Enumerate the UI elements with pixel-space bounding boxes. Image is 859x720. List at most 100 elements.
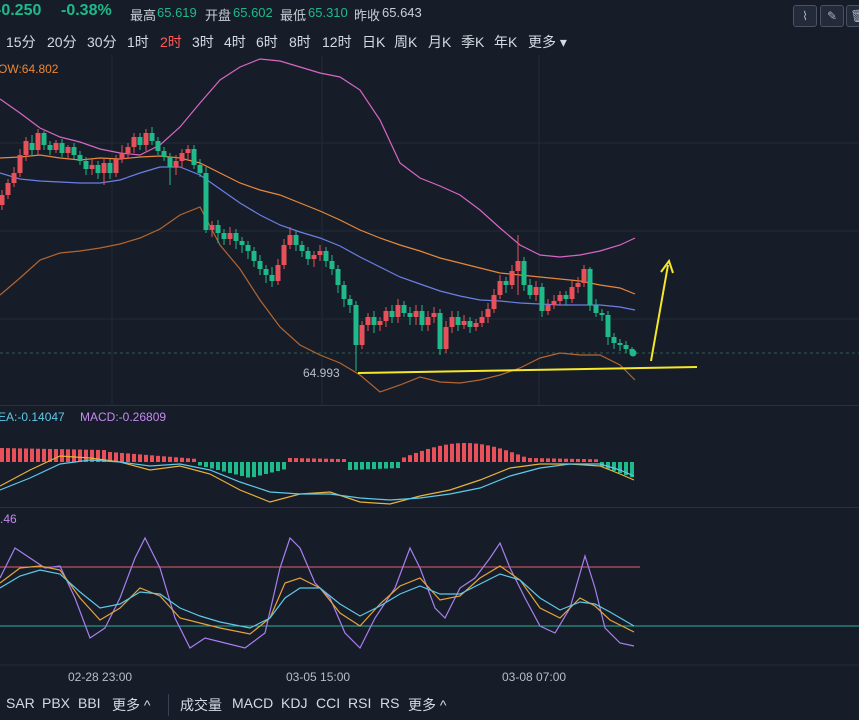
macd-histogram-bar xyxy=(378,462,382,469)
bottom-tab[interactable]: MACD xyxy=(232,695,274,711)
period-selector: 15分 20分 30分 1时 2时 3时 4时 6时 8时 12时 日K 周K 月K 季K 年K 更多 ▾ xyxy=(0,28,859,52)
candle-body xyxy=(533,287,539,295)
bottom-tab[interactable]: SAR xyxy=(6,695,35,711)
macd-histogram-bar xyxy=(276,462,280,471)
candle-body xyxy=(161,151,167,157)
period-tab[interactable]: 3时 xyxy=(192,34,214,50)
bottom-tab[interactable]: BBI xyxy=(78,695,101,711)
arrow-head-icon xyxy=(660,258,674,274)
candle-body xyxy=(47,145,53,150)
candle-body xyxy=(503,281,509,285)
candle-body xyxy=(335,269,341,285)
period-tab[interactable]: 20分 xyxy=(47,34,77,50)
pencil-icon[interactable]: ✎ xyxy=(820,5,844,27)
prev-close-value: 65.643 xyxy=(382,5,422,20)
macd-histogram-bar xyxy=(510,452,514,462)
candle-body xyxy=(617,343,623,345)
macd-histogram-bar xyxy=(402,457,406,462)
period-tab[interactable]: 8时 xyxy=(289,34,311,50)
period-tab[interactable]: 4时 xyxy=(224,34,246,50)
candle-body xyxy=(281,245,287,265)
macd-histogram-bar xyxy=(318,458,322,462)
candle-body xyxy=(359,325,365,345)
macd-histogram-bar xyxy=(336,458,340,462)
candle-body xyxy=(425,317,431,325)
macd-histogram-bar xyxy=(576,458,580,462)
candle-body xyxy=(623,345,629,349)
bottom-tab[interactable]: 成交量 xyxy=(180,697,222,713)
prev-close-label: 昨收 xyxy=(354,8,381,23)
boll-lower-label: OW:64.802 xyxy=(0,62,59,76)
candle-body xyxy=(371,317,377,325)
candle-body xyxy=(125,147,131,153)
line-draw-icon[interactable]: ⌇ xyxy=(793,5,817,27)
candle-body xyxy=(389,311,395,317)
candle-body xyxy=(17,155,23,173)
macd-histogram-bar xyxy=(24,448,28,462)
candle-body xyxy=(59,143,65,153)
period-tab[interactable]: 日K xyxy=(362,34,386,50)
period-tab[interactable]: 年K xyxy=(494,34,518,50)
period-tab[interactable]: 周K xyxy=(394,34,418,50)
macd-histogram-bar xyxy=(504,450,508,462)
macd-dif-line xyxy=(0,455,635,505)
macd-histogram-bar xyxy=(114,452,118,462)
kdj-d-line xyxy=(0,569,635,629)
macd-histogram-bar xyxy=(342,459,346,462)
pane-divider xyxy=(0,507,859,508)
macd-histogram-bar xyxy=(540,458,544,462)
candle-body xyxy=(515,261,521,271)
period-tab[interactable]: 1时 xyxy=(127,34,149,50)
macd-histogram-bar xyxy=(450,443,454,462)
period-tab[interactable]: 30分 xyxy=(87,34,117,50)
macd-histogram-bar xyxy=(630,462,634,478)
period-tab[interactable]: 季K xyxy=(461,34,485,50)
macd-histogram-bar xyxy=(288,458,292,462)
period-tab[interactable]: 15分 xyxy=(6,34,36,50)
period-tab[interactable]: 月K xyxy=(428,34,452,50)
macd-histogram-bar xyxy=(216,462,220,470)
bottom-tab[interactable]: PBX xyxy=(42,695,71,711)
macd-histogram-bar xyxy=(102,450,106,462)
ma-orange-line xyxy=(0,154,636,295)
last-price-dot xyxy=(629,349,637,357)
macd-histogram-bar xyxy=(174,457,178,462)
candle-body xyxy=(383,311,389,321)
macd-histogram-bar xyxy=(480,444,484,462)
period-tab[interactable]: 6时 xyxy=(256,34,278,50)
bottom-tab[interactable]: 更多 ^ xyxy=(408,697,447,713)
kdj-chart[interactable] xyxy=(0,508,859,668)
period-tab[interactable]: 12时 xyxy=(322,34,352,50)
candle-body xyxy=(35,133,41,150)
candlestick-chart[interactable] xyxy=(0,55,859,405)
macd-histogram-bar xyxy=(240,462,244,476)
macd-histogram-bar xyxy=(438,445,442,462)
macd-histogram-bar xyxy=(270,462,274,473)
bottom-tab[interactable]: RS xyxy=(380,695,400,711)
period-tab[interactable]: 2时 xyxy=(160,34,182,50)
macd-histogram-bar xyxy=(384,462,388,469)
macd-histogram-bar xyxy=(168,456,172,462)
bottom-tab[interactable]: RSI xyxy=(348,695,372,711)
candle-body xyxy=(443,327,449,349)
period-tab[interactable]: 更多 ▾ xyxy=(528,34,567,50)
delete-icon[interactable]: 🗑 xyxy=(846,5,859,27)
macd-histogram-bar xyxy=(390,462,394,469)
bottom-tab[interactable]: 更多 ^ xyxy=(112,697,151,713)
quote-header: -0.250 -0.38% 最高 65.619 开盘 65.602 最低 65.… xyxy=(0,0,859,27)
bottom-tab[interactable]: KDJ xyxy=(281,695,308,711)
candle-body xyxy=(131,137,137,147)
candle-body xyxy=(185,149,191,153)
indicator-tabs: SAR PBX BBI 更多 ^ 成交量 MACD KDJ CCI RSI RS 更多 ^ xyxy=(0,690,859,720)
candle-body xyxy=(413,311,419,317)
macd-histogram-bar xyxy=(18,448,22,462)
macd-histogram-bar xyxy=(618,462,622,473)
macd-histogram-bar xyxy=(84,449,88,462)
macd-histogram-bar xyxy=(294,458,298,462)
macd-histogram-bar xyxy=(306,458,310,462)
candle-body xyxy=(107,163,113,173)
macd-chart[interactable] xyxy=(0,406,859,506)
bottom-tab[interactable]: CCI xyxy=(316,695,341,711)
candle-body xyxy=(497,281,503,295)
kdj-value-label: .46 xyxy=(0,512,17,526)
